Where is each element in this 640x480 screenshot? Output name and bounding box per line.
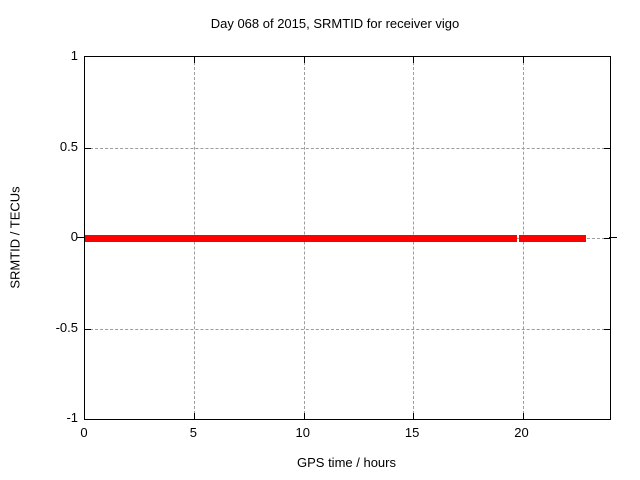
zero-tick-left-icon (77, 237, 85, 238)
chart-title: Day 068 of 2015, SRMTID for receiver vig… (210, 16, 460, 31)
x-tick-mark-top (413, 57, 415, 63)
y-tick-mark-right (604, 238, 610, 239)
x-tick-mark-bottom (303, 413, 305, 419)
y-tick-mark-left (85, 147, 91, 149)
y-tick-label: -0.5 (55, 319, 78, 335)
y-tick-label: 0 (70, 229, 78, 244)
x-tick-mark-top (303, 57, 305, 63)
x-tick-mark-top (194, 57, 196, 63)
zero-tick-right-icon (609, 237, 617, 238)
x-tick-label: 10 (295, 425, 310, 440)
x-tick-label: 15 (404, 425, 420, 440)
series-line-segment (519, 234, 586, 242)
plot-area (84, 56, 611, 420)
x-tick-label: 20 (514, 425, 529, 440)
y-tick-mark-right (604, 328, 610, 330)
y-tick-mark-right (604, 147, 610, 149)
x-tick-mark-bottom (522, 413, 524, 419)
x-tick-label: 0 (80, 425, 88, 440)
x-tick-label: 5 (189, 425, 197, 440)
x-tick-mark-top (522, 57, 524, 63)
y-gridline (85, 147, 610, 149)
x-tick-mark-bottom (413, 413, 415, 419)
y-tick-label: 0.5 (59, 138, 78, 154)
y-tick-label: -1 (66, 410, 78, 425)
y-tick-label: 1 (70, 48, 78, 63)
y-tick-mark-left (85, 328, 91, 330)
x-tick-mark-bottom (194, 413, 196, 419)
series-line-segment (85, 234, 518, 242)
x-axis-label: GPS time / hours (297, 455, 396, 470)
y-gridline (85, 328, 610, 330)
